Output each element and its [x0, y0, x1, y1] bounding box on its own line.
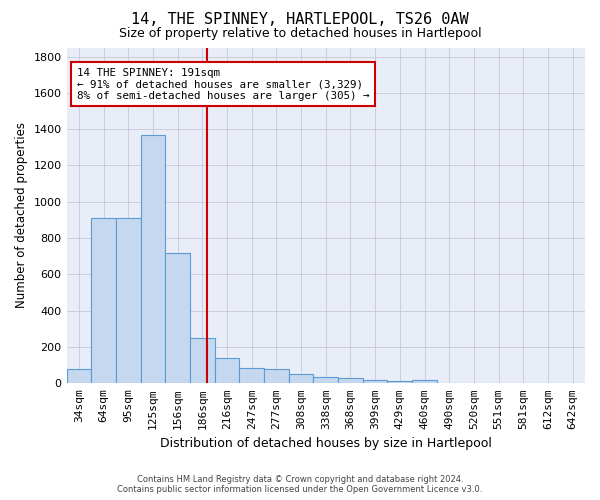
Bar: [313, 377, 338, 384]
Bar: [289, 374, 313, 384]
Text: Contains HM Land Registry data © Crown copyright and database right 2024.
Contai: Contains HM Land Registry data © Crown c…: [118, 474, 482, 494]
Y-axis label: Number of detached properties: Number of detached properties: [15, 122, 28, 308]
Bar: [91, 218, 116, 384]
X-axis label: Distribution of detached houses by size in Hartlepool: Distribution of detached houses by size …: [160, 437, 492, 450]
Bar: [338, 378, 363, 384]
Text: 14 THE SPINNEY: 191sqm
← 91% of detached houses are smaller (3,329)
8% of semi-d: 14 THE SPINNEY: 191sqm ← 91% of detached…: [77, 68, 370, 101]
Bar: [363, 380, 388, 384]
Text: 14, THE SPINNEY, HARTLEPOOL, TS26 0AW: 14, THE SPINNEY, HARTLEPOOL, TS26 0AW: [131, 12, 469, 28]
Bar: [116, 218, 140, 384]
Bar: [264, 369, 289, 384]
Bar: [412, 380, 437, 384]
Bar: [165, 252, 190, 384]
Bar: [190, 338, 215, 384]
Bar: [140, 134, 165, 384]
Bar: [215, 358, 239, 384]
Bar: [239, 368, 264, 384]
Bar: [388, 380, 412, 384]
Bar: [67, 369, 91, 384]
Text: Size of property relative to detached houses in Hartlepool: Size of property relative to detached ho…: [119, 28, 481, 40]
